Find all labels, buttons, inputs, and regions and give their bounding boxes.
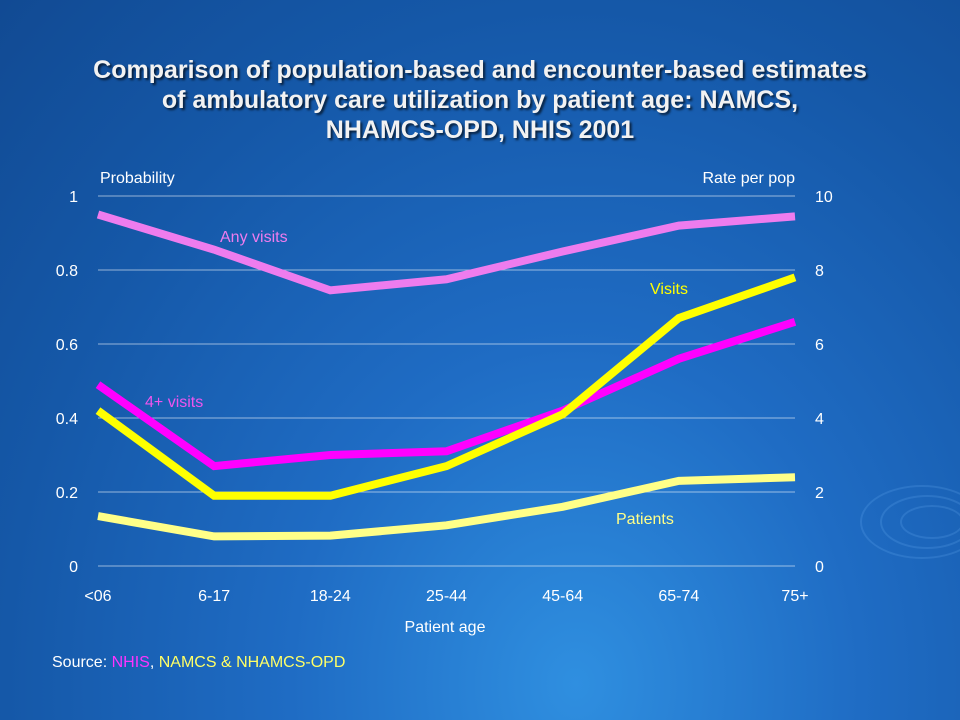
y-left-tick-label: 0.2: [56, 485, 78, 502]
y-right-tick-label: 10: [815, 189, 833, 206]
series-label-4plus-visits: 4+ visits: [145, 394, 203, 411]
series-label-patients: Patients: [616, 511, 674, 528]
y-axis-left-ticks: 0 0.2 0.4 0.6 0.8 1: [56, 189, 78, 576]
x-tick-label: 6-17: [198, 588, 230, 605]
series-lines: [95, 210, 797, 541]
title-line: of ambulatory care utilization by patien…: [161, 86, 799, 114]
ripple-decoration: [860, 485, 960, 559]
source-prefix: Source:: [52, 654, 112, 671]
y-right-tick-label: 0: [815, 559, 824, 576]
x-tick-label: 45-64: [542, 588, 583, 605]
y-axis-right-title: Rate per pop: [702, 170, 795, 187]
chart-title: Comparison of population-based and encou…: [0, 55, 960, 145]
series-label-visits: Visits: [650, 281, 688, 298]
y-left-tick-label: 0.6: [56, 337, 78, 354]
source-nhis: NHIS: [111, 654, 150, 671]
source-note: Source: NHIS, NAMCS & NHAMCS-OPD: [52, 654, 345, 672]
y-right-tick-label: 4: [815, 411, 824, 428]
x-tick-label: 75+: [781, 588, 808, 605]
title-line: NHAMCS-OPD, NHIS 2001: [325, 116, 635, 144]
y-axis-right-ticks: 0 2 4 6 8 10: [815, 189, 833, 576]
x-tick-label: 18-24: [310, 588, 351, 605]
source-rest: NAMCS & NHAMCS-OPD: [158, 654, 346, 671]
y-left-tick-label: 0: [69, 559, 78, 576]
series-label-any-visits: Any visits: [220, 229, 288, 246]
series-line-visits: [95, 273, 797, 500]
y-left-tick-label: 0.8: [56, 263, 78, 280]
x-tick-label: 25-44: [426, 588, 467, 605]
y-right-tick-label: 8: [815, 263, 824, 280]
y-right-tick-label: 2: [815, 485, 824, 502]
series-line-any-visits: [96, 210, 796, 295]
source-separator: ,: [149, 654, 159, 671]
gridlines: [98, 195, 795, 567]
x-axis-title: Patient age: [405, 619, 486, 636]
x-tick-label: 65-74: [658, 588, 699, 605]
title-line: Comparison of population-based and encou…: [93, 56, 867, 84]
y-left-tick-label: 1: [69, 189, 78, 206]
y-left-tick-label: 0.4: [56, 411, 78, 428]
y-right-tick-label: 6: [815, 337, 824, 354]
x-axis-ticks: <06 6-17 18-24 25-44 45-64 65-74 75+: [84, 588, 808, 605]
x-tick-label: <06: [84, 588, 111, 605]
y-axis-left-title: Probability: [100, 170, 175, 187]
